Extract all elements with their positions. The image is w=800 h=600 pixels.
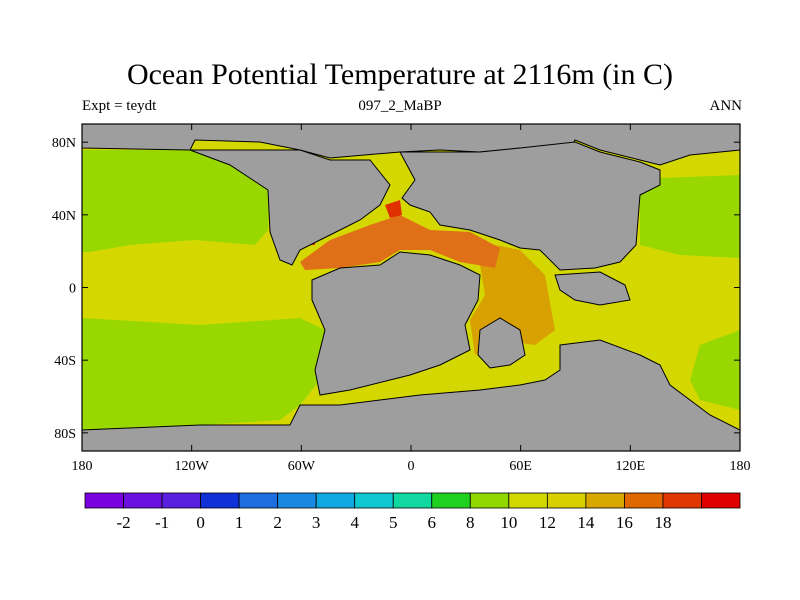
colorbar-swatch (238, 492, 279, 509)
land-africa-south-america (311, 251, 481, 396)
colorbar-swatch (200, 492, 240, 509)
ocean-east-cool (690, 330, 740, 410)
colorbar-swatch (701, 492, 741, 509)
colorbar-swatch (315, 492, 356, 509)
ocean-pacific-north-warm (82, 150, 270, 252)
colorbar-label: 16 (616, 513, 633, 532)
colorbar-swatch (431, 492, 471, 509)
colorbar-label: 2 (273, 513, 282, 532)
land-india (477, 317, 526, 369)
colorbar-label: 1 (235, 513, 244, 532)
time-label: 097_2_MaBP (358, 98, 442, 114)
colorbar-swatch (469, 492, 510, 509)
colorbar-label: 14 (577, 513, 595, 532)
colorbar-swatch (662, 492, 702, 509)
colorbar-label: 12 (539, 513, 556, 532)
x-tick-label: 60W (288, 459, 316, 474)
colorbar-swatch (585, 492, 625, 509)
y-tick-label: 40N (52, 209, 76, 224)
x-tick-label: 120W (175, 459, 210, 474)
plot-title: Ocean Potential Temperature at 2116m (in… (126, 58, 674, 91)
colorbar-label: 18 (654, 513, 671, 532)
colorbar-swatch (392, 492, 433, 509)
colorbar-swatch (546, 492, 587, 509)
map-panel: 180 120W 60W 0 60E 120E 180 80N 40N 0 40S 80S (52, 123, 751, 474)
x-tick-label: 120E (616, 459, 646, 474)
colorbar-swatch (84, 492, 124, 509)
y-tick-label: 0 (69, 282, 76, 297)
colorbar-label: 8 (466, 513, 475, 532)
ocean-west-pacific-cool (640, 175, 740, 258)
colorbar-swatch (624, 492, 664, 509)
colorbar-label: 4 (350, 513, 359, 532)
colorbar-label: 10 (500, 513, 517, 532)
colorbar-label: 6 (428, 513, 437, 532)
land-laurentia (189, 149, 391, 266)
colorbar-label: -2 (116, 513, 130, 532)
y-tick-label: 40S (54, 354, 76, 369)
x-tick-label: 180 (72, 459, 93, 474)
colorbar-swatch (123, 492, 163, 509)
colorbar-label: 3 (312, 513, 321, 532)
colorbar-swatch (161, 492, 201, 509)
season-label: ANN (709, 98, 743, 114)
map-ticks: 180 120W 60W 0 60E 120E 180 80N 40N 0 40S 80S (52, 124, 751, 474)
x-tick-label: 180 (730, 459, 751, 474)
land-southeast-asia (554, 271, 631, 306)
ocean-tethys-hottest (385, 200, 402, 218)
y-tick-label: 80N (52, 136, 76, 151)
colorbar-label: 0 (196, 513, 205, 532)
colorbar-swatch (277, 492, 317, 509)
colorbar: -2 -1 0 1 2 3 4 5 6 8 10 12 14 16 18 (84, 492, 741, 532)
ocean-pacific-south-cool (82, 318, 325, 430)
colorbar-swatch (354, 492, 394, 509)
colorbar-label: -1 (155, 513, 169, 532)
colorbar-label: 5 (389, 513, 398, 532)
ocean-tethys-hot (300, 215, 500, 270)
y-tick-label: 80S (54, 427, 76, 442)
land-eurasia (399, 141, 661, 271)
colorbar-swatch (508, 492, 548, 509)
x-tick-label: 0 (408, 459, 415, 474)
x-tick-label: 60E (509, 459, 532, 474)
experiment-label: Expt = teydt (82, 98, 157, 114)
